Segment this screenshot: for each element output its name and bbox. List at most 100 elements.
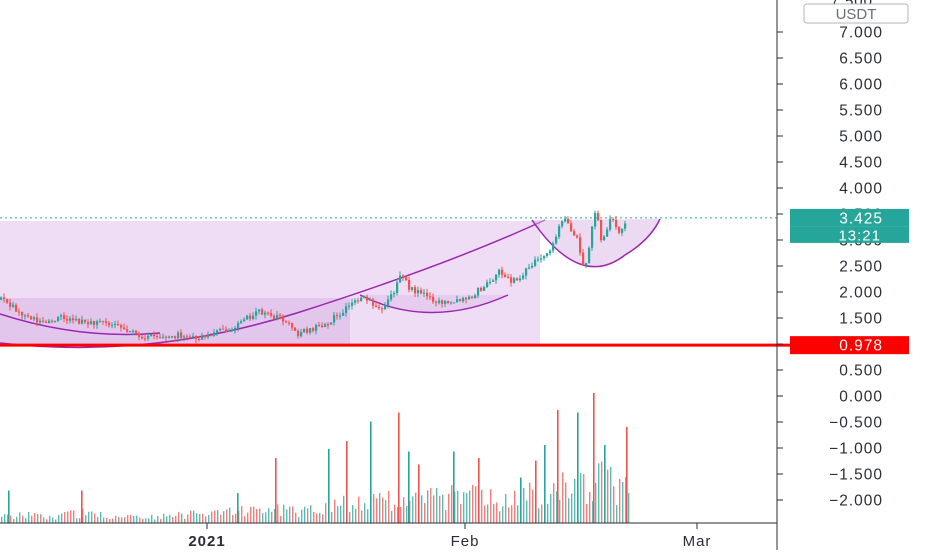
volume-spike: [593, 393, 595, 523]
volume-bar: [568, 498, 570, 523]
volume-bar: [178, 512, 180, 523]
candle-body: [381, 308, 384, 310]
candle-body: [342, 312, 345, 316]
price-tick-label: 6.000: [839, 77, 883, 94]
volume-bar: [205, 516, 207, 523]
candle-body: [282, 315, 285, 322]
candle-body: [402, 275, 405, 278]
volume-bar: [142, 518, 144, 523]
candle-body: [561, 221, 564, 227]
price-tick-label: 4.500: [839, 155, 883, 172]
candle-body: [138, 333, 141, 337]
candle-body: [414, 287, 417, 294]
candle-body: [585, 263, 588, 266]
volume-bar: [514, 490, 516, 523]
candle-body: [36, 317, 39, 323]
volume-bar: [202, 513, 204, 523]
volume-bar: [325, 503, 327, 523]
candle-body: [465, 297, 468, 300]
volume-bar: [451, 485, 453, 523]
price-tick-label: 4.000: [839, 181, 883, 198]
candle-body: [573, 231, 576, 236]
candle-body: [192, 335, 195, 337]
candle-body: [216, 330, 219, 333]
volume-bar: [316, 513, 318, 523]
volume-bar: [130, 514, 132, 523]
candle-body: [132, 330, 135, 332]
candle-body: [195, 335, 198, 339]
volume-bar: [511, 505, 513, 523]
candle-body: [345, 306, 348, 313]
volume-bar: [157, 515, 159, 523]
candle-body: [426, 292, 429, 297]
volume-bar: [7, 514, 9, 523]
volume-bar: [79, 518, 81, 523]
price-tick-label: 0.000: [839, 389, 883, 406]
candle-body: [93, 321, 96, 325]
candle-body: [48, 320, 51, 323]
candle-body: [549, 250, 552, 254]
candle-body: [390, 294, 393, 300]
volume-bar: [490, 489, 492, 523]
candle-body: [624, 223, 627, 229]
volume-bar: [106, 517, 108, 523]
candle-body: [207, 335, 210, 338]
candle-body: [369, 299, 372, 301]
candle-body: [231, 329, 234, 331]
candle-body: [15, 304, 18, 312]
candle-body: [81, 319, 84, 324]
candle-body: [519, 278, 522, 281]
candle-body: [237, 322, 240, 328]
volume-bar: [268, 508, 270, 523]
volume-bar: [91, 511, 93, 523]
time-axis[interactable]: 2021 Feb Mar: [188, 523, 711, 550]
volume-spike: [626, 426, 628, 523]
candle-body: [618, 227, 621, 233]
candle-body: [486, 282, 489, 288]
volume-bar: [421, 495, 423, 523]
volume-spike: [408, 451, 410, 523]
volume-bars: [1, 393, 630, 523]
volume-bar: [334, 499, 336, 523]
volume-bar: [301, 509, 303, 523]
volume-bar: [253, 506, 255, 523]
candle-body: [189, 336, 192, 338]
volume-spike: [604, 445, 606, 523]
volume-bar: [463, 492, 465, 523]
candle-body: [111, 324, 114, 326]
candle-body: [606, 229, 609, 237]
candle-body: [540, 258, 543, 260]
candle-body: [450, 302, 453, 304]
volume-spike: [535, 460, 537, 523]
candle-body: [78, 318, 81, 324]
candle-body: [609, 219, 612, 230]
volume-bar: [529, 482, 531, 523]
volume-bar: [172, 516, 174, 523]
volume-bar: [190, 510, 192, 523]
currency-badge[interactable]: [803, 3, 909, 24]
volume-bar: [40, 514, 42, 523]
volume-bar: [196, 513, 198, 523]
volume-bar: [472, 484, 474, 523]
volume-bar: [406, 505, 408, 523]
candle-body: [348, 305, 351, 307]
volume-bar: [103, 517, 105, 523]
candle-body: [51, 320, 54, 322]
candle-body: [303, 328, 306, 333]
volume-bar: [250, 506, 252, 523]
volume-bar: [226, 509, 228, 523]
candle-body: [168, 336, 171, 338]
candle-body: [6, 299, 9, 303]
volume-bar: [19, 512, 21, 523]
candle-body: [228, 330, 231, 332]
volume-bar: [286, 509, 288, 523]
volume-bar: [628, 492, 630, 523]
volume-bar: [313, 511, 315, 523]
candle-body: [408, 279, 411, 290]
candle-body: [435, 301, 438, 303]
candle-body: [534, 259, 537, 266]
candle-body: [276, 314, 279, 319]
candle-body: [576, 235, 579, 238]
